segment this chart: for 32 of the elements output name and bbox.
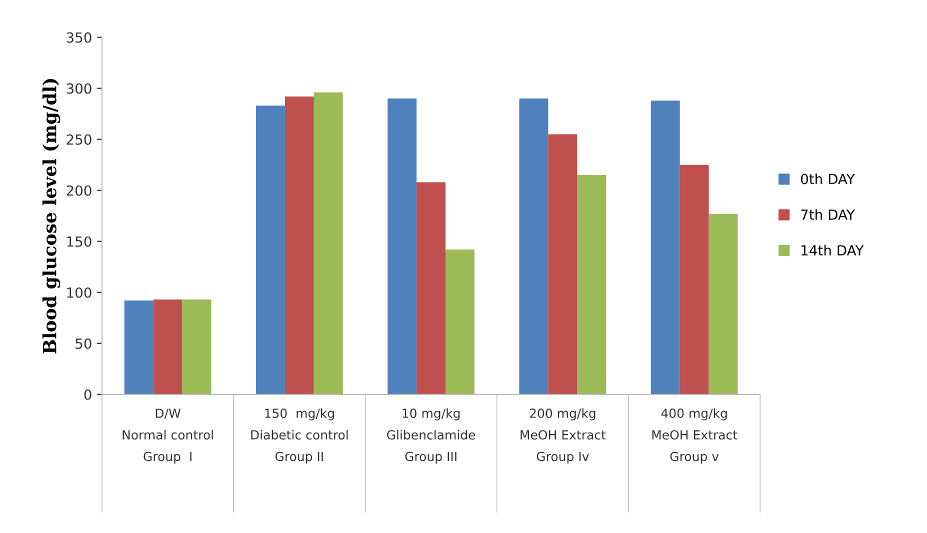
- legend-label: 0th DAY: [800, 173, 855, 184]
- x-tick-label: 200 mg/kg MeOH Extract Group Iv: [520, 408, 606, 464]
- y-tick-label: 100: [67, 287, 92, 298]
- legend-label: 14th DAY: [802, 244, 864, 256]
- y-tick-label: 200: [66, 185, 92, 196]
- y-tick-label: 300: [66, 83, 92, 94]
- legend-label: 7th DAY: [801, 209, 855, 220]
- bar: [314, 92, 343, 394]
- x-tick-label: 400 mg/kg MeOH Extract Group v: [652, 408, 738, 464]
- y-axis-title: Blood glucose level (mg/dl): [42, 79, 60, 354]
- y-tick-label: 350: [66, 32, 92, 43]
- bar: [548, 134, 578, 394]
- bar: [388, 98, 417, 394]
- x-tick-label: 10 mg/kg Glibenclamide Group III: [387, 408, 476, 464]
- y-tick-label: 50: [76, 338, 92, 349]
- bar: [124, 300, 154, 394]
- bar: [153, 300, 182, 394]
- bar: [650, 100, 680, 394]
- bar: [182, 300, 212, 394]
- bar: [284, 96, 314, 394]
- y-tick-label: 0: [84, 389, 92, 400]
- bar: [446, 250, 474, 394]
- y-tick-label: 150: [67, 236, 92, 247]
- bar: [577, 175, 606, 394]
- bar: [256, 106, 285, 394]
- bar: [416, 182, 446, 394]
- x-tick-label: 150 mg/kg Diabetic control Group II: [251, 408, 348, 464]
- bar: [708, 214, 738, 394]
- x-tick-label: D/W Normal control Group I: [122, 408, 213, 464]
- bar: [519, 98, 548, 394]
- bar: [680, 164, 709, 394]
- y-tick-label: 250: [66, 134, 92, 145]
